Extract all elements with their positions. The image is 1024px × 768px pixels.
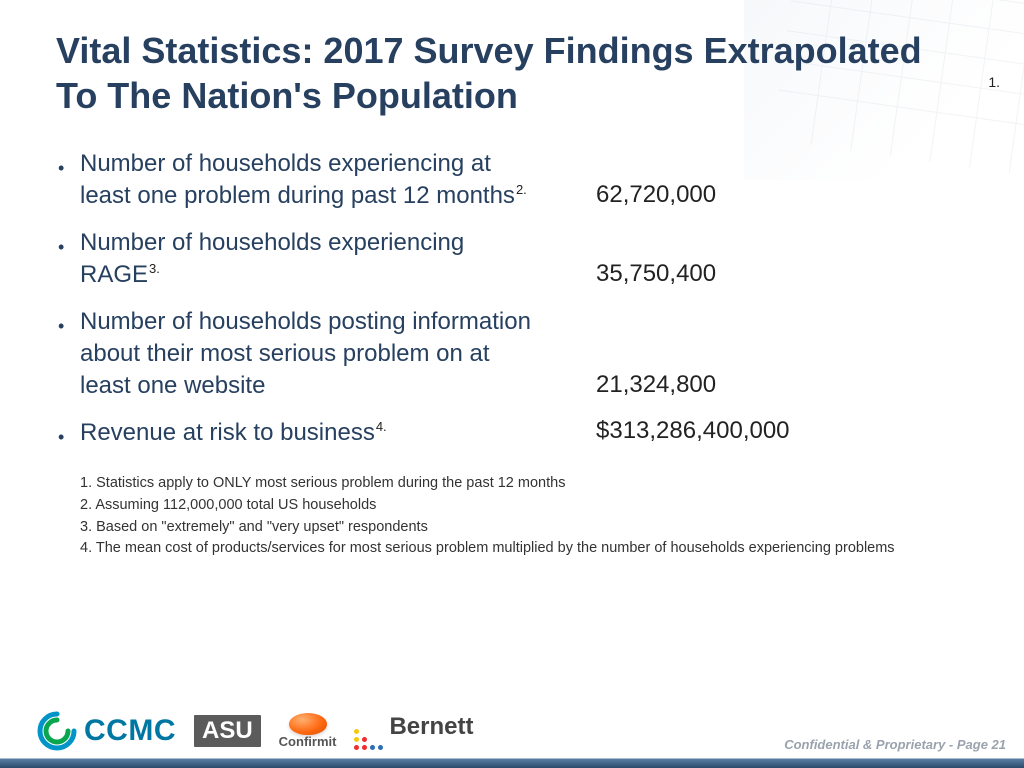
- label-text: Number of households experiencing at lea…: [80, 150, 515, 209]
- value-cell: 35,750,400: [536, 260, 968, 292]
- slide-title: Vital Statistics: 2017 Survey Findings E…: [56, 28, 968, 118]
- logo-asu: ASU: [194, 715, 261, 747]
- label-text: Number of households experiencing RAGE: [80, 229, 464, 288]
- stat-value: $313,286,400,000: [596, 417, 790, 444]
- label-text: Number of households posting information…: [80, 308, 531, 400]
- title-text: Vital Statistics: 2017 Survey Findings E…: [56, 30, 922, 116]
- bullet-label: Revenue at risk to business4.: [80, 419, 387, 446]
- bullet-cell: • Number of households experiencing RAGE…: [56, 227, 536, 292]
- bullet-marker: •: [58, 316, 64, 337]
- slide-footer: CCMC ASU Confirmit Bernett Confidential …: [0, 704, 1024, 768]
- bullet-label: Number of households posting information…: [80, 308, 531, 400]
- bullet-marker: •: [58, 158, 64, 179]
- footnote: 3. Based on "extremely" and "very upset"…: [80, 517, 968, 539]
- footnote: 1. Statistics apply to ONLY most serious…: [80, 473, 968, 495]
- logo-row: CCMC ASU Confirmit Bernett: [36, 710, 473, 752]
- logo-ccmc: CCMC: [36, 710, 176, 752]
- bernett-text: Bernett: [389, 713, 473, 741]
- title-superscript: 1.: [988, 74, 1000, 92]
- content-list: • Number of households experiencing at l…: [56, 148, 968, 449]
- label-sup: 3.: [149, 261, 160, 276]
- confirmit-blob-icon: [289, 713, 327, 735]
- footer-bar: [0, 758, 1024, 768]
- footnotes: 1. Statistics apply to ONLY most serious…: [56, 473, 968, 560]
- ccmc-swirl-icon: [36, 710, 78, 752]
- bullet-label: Number of households experiencing at lea…: [80, 150, 527, 209]
- bullet-marker: •: [58, 237, 64, 258]
- bullet-cell: • Number of households experiencing at l…: [56, 148, 536, 213]
- confidential-text: Confidential & Proprietary - Page 21: [784, 737, 1006, 752]
- bullet-cell: • Number of households posting informati…: [56, 306, 536, 403]
- confirmit-text: Confirmit: [279, 734, 337, 749]
- stat-value: 35,750,400: [596, 260, 716, 287]
- label-text: Revenue at risk to business: [80, 419, 375, 446]
- ccmc-text: CCMC: [84, 714, 176, 748]
- label-sup: 2.: [516, 182, 527, 197]
- stat-row: • Number of households experiencing at l…: [56, 148, 968, 213]
- bullet-label: Number of households experiencing RAGE3.: [80, 229, 464, 288]
- value-cell: 21,324,800: [536, 371, 968, 403]
- footnote: 4. The mean cost of products/services fo…: [80, 538, 968, 560]
- slide-body: Vital Statistics: 2017 Survey Findings E…: [0, 0, 1024, 768]
- stat-row: • Number of households posting informati…: [56, 306, 968, 403]
- footnote: 2. Assuming 112,000,000 total US househo…: [80, 495, 968, 517]
- value-cell: 62,720,000: [536, 181, 968, 213]
- bullet-cell: • Revenue at risk to business4.: [56, 417, 536, 449]
- value-cell: $313,286,400,000: [536, 417, 968, 449]
- bullet-marker: •: [58, 427, 64, 448]
- logo-bernett: Bernett: [354, 713, 473, 750]
- logo-confirmit: Confirmit: [279, 713, 337, 749]
- stat-row: • Revenue at risk to business4. $313,286…: [56, 417, 968, 449]
- stat-row: • Number of households experiencing RAGE…: [56, 227, 968, 292]
- stat-value: 21,324,800: [596, 371, 716, 398]
- bernett-dots-icon: [354, 729, 383, 750]
- label-sup: 4.: [376, 419, 387, 434]
- stat-value: 62,720,000: [596, 181, 716, 208]
